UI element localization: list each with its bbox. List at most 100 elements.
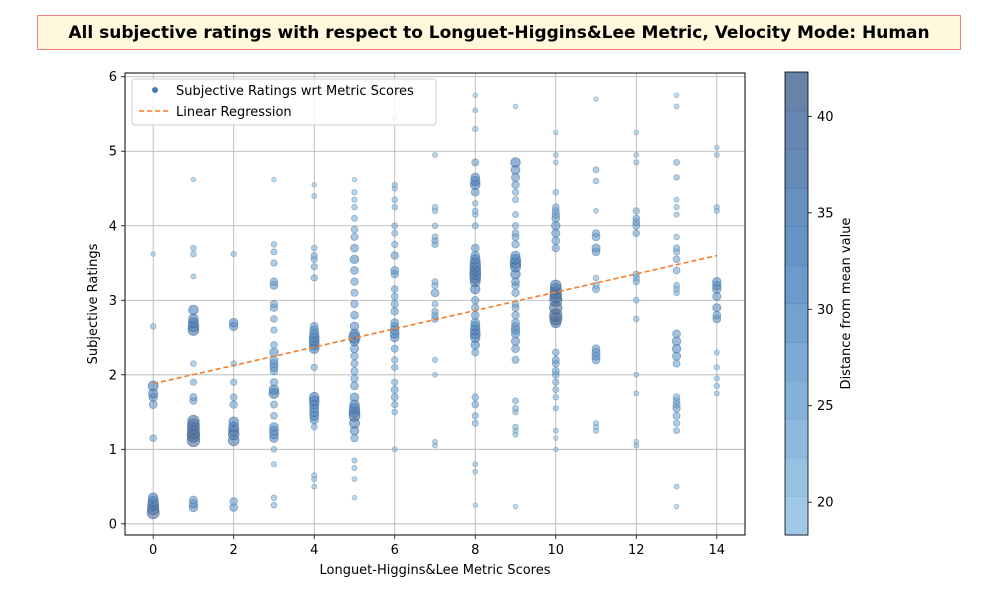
- data-point: [470, 243, 480, 253]
- data-point: [390, 307, 399, 316]
- y-tick-label: 4: [109, 219, 117, 234]
- data-point: [391, 363, 399, 371]
- y-tick-label: 6: [109, 70, 117, 85]
- data-point: [471, 400, 480, 409]
- data-point: [230, 378, 238, 386]
- data-point: [552, 152, 559, 158]
- data-point: [270, 248, 278, 256]
- data-point: [390, 251, 399, 260]
- data-point: [591, 344, 601, 354]
- points-layer: [146, 92, 722, 520]
- data-point: [551, 355, 560, 364]
- data-point: [512, 103, 519, 110]
- data-point: [471, 348, 480, 357]
- colorbar-frame: [784, 71, 809, 536]
- data-point: [512, 211, 519, 219]
- data-point: [390, 393, 399, 402]
- y-tick-label: 0: [109, 517, 117, 532]
- data-point: [472, 125, 479, 132]
- data-point: [189, 495, 198, 505]
- data-point: [512, 503, 519, 510]
- colorbar-segment: [785, 380, 808, 420]
- data-point: [672, 419, 681, 427]
- y-tick-label: 2: [109, 368, 117, 383]
- x-tick-label: 0: [149, 543, 157, 558]
- data-point: [308, 391, 320, 403]
- regression-layer: [153, 254, 717, 385]
- data-point: [713, 375, 720, 382]
- data-point: [270, 315, 278, 323]
- data-point: [351, 176, 358, 183]
- data-point: [350, 359, 359, 368]
- data-point: [510, 250, 521, 261]
- chart-title-box: All subjective ratings with respect to L…: [37, 15, 961, 50]
- data-point: [472, 461, 479, 468]
- data-point: [671, 336, 682, 346]
- data-point: [391, 196, 399, 203]
- data-point: [633, 371, 640, 378]
- data-point: [270, 494, 278, 502]
- data-point: [311, 472, 318, 479]
- data-point: [269, 422, 279, 432]
- data-point: [432, 438, 438, 445]
- data-point: [592, 177, 600, 185]
- data-point: [471, 207, 479, 215]
- data-point: [311, 182, 317, 188]
- data-point: [390, 318, 400, 327]
- colorbar-segment: [785, 457, 808, 498]
- data-point: [309, 322, 319, 331]
- data-point: [431, 307, 439, 316]
- data-point: [228, 416, 239, 427]
- data-point: [632, 214, 641, 223]
- colorbar-segment: [785, 149, 808, 189]
- data-point: [632, 229, 641, 238]
- data-point: [350, 243, 359, 253]
- colorbar-tick-label: 30: [817, 303, 834, 318]
- data-point: [553, 446, 559, 453]
- data-point: [511, 180, 520, 189]
- data-point: [270, 259, 278, 267]
- data-point: [190, 360, 197, 367]
- data-point: [189, 378, 198, 386]
- data-point: [672, 329, 681, 339]
- data-point: [310, 244, 318, 252]
- data-point: [673, 103, 680, 110]
- data-point: [673, 427, 680, 435]
- colorbar-segment: [785, 342, 808, 382]
- data-point: [188, 304, 199, 316]
- data-point: [229, 497, 238, 506]
- y-tick-label: 5: [109, 145, 117, 160]
- data-point: [187, 414, 200, 428]
- data-point: [673, 211, 680, 218]
- data-point: [673, 92, 680, 99]
- data-point: [511, 240, 520, 249]
- data-point: [349, 254, 360, 264]
- data-point: [431, 300, 439, 308]
- data-point: [350, 232, 359, 241]
- data-point: [673, 503, 680, 510]
- data-point: [390, 385, 399, 394]
- x-tick-label: 14: [709, 543, 726, 558]
- data-point: [391, 222, 399, 230]
- data-point: [269, 347, 279, 358]
- data-point: [310, 263, 318, 271]
- data-point: [510, 336, 521, 346]
- data-point: [350, 433, 359, 443]
- colorbar-segment: [785, 419, 808, 459]
- data-point: [472, 107, 479, 114]
- data-point: [391, 181, 398, 188]
- data-point: [672, 411, 681, 420]
- data-point: [471, 200, 479, 207]
- data-point: [190, 244, 197, 252]
- data-point: [511, 222, 520, 230]
- data-point: [714, 144, 720, 151]
- data-point: [470, 317, 480, 328]
- colorbar-tick-label: 35: [817, 206, 834, 221]
- data-point: [470, 172, 480, 183]
- data-point: [431, 278, 439, 286]
- colorbar-tick-label: 25: [817, 399, 834, 414]
- data-point: [311, 193, 318, 199]
- colorbar-label: Distance from mean value: [839, 218, 854, 390]
- data-point: [713, 382, 720, 390]
- data-point: [269, 378, 279, 387]
